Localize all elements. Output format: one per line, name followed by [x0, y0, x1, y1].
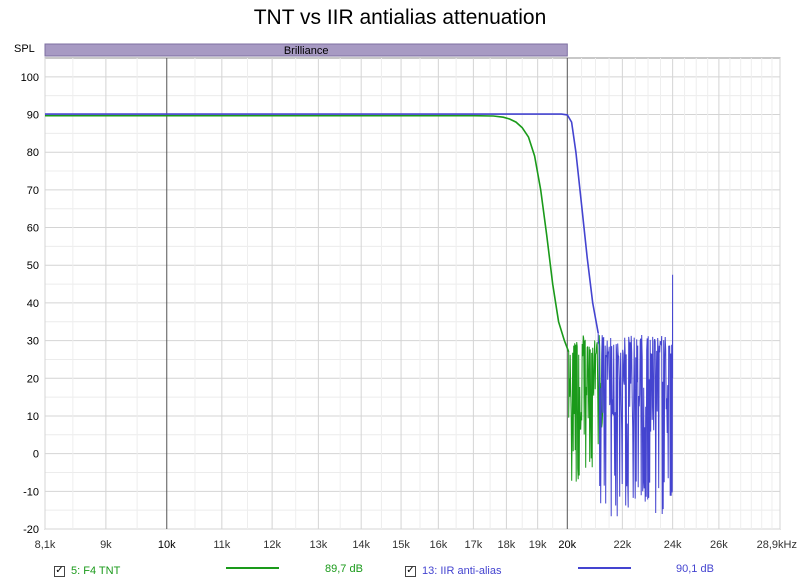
y-tick-label: 20 — [27, 373, 39, 385]
checkbox-iir[interactable]: ✓ — [405, 565, 416, 577]
y-tick-label: 60 — [27, 223, 39, 235]
x-tick-label: 26k — [710, 539, 728, 551]
x-tick-label: 11k — [213, 539, 230, 551]
x-tick-label: 28,9kHz — [757, 539, 797, 551]
series-line-iir — [45, 113, 599, 334]
y-tick-label: 80 — [27, 147, 39, 159]
x-tick-label: 17k — [465, 539, 483, 551]
x-tick-label: 14k — [352, 539, 370, 551]
band-brilliance — [44, 43, 568, 57]
series-noise-iir — [597, 274, 674, 517]
y-tick-label: 30 — [27, 336, 39, 348]
x-tick-label: 24k — [664, 539, 682, 551]
x-tick-label: 9k — [100, 539, 112, 551]
legend-value-iir: 90,1 dB — [676, 563, 714, 575]
y-tick-label: 100 — [21, 72, 39, 84]
x-tick-label: 19k — [529, 539, 547, 551]
x-tick-label: 20k — [558, 539, 576, 551]
x-tick-label: 22k — [613, 539, 631, 551]
legend-item-iir[interactable]: ✓ 13: IIR anti-alias — [405, 562, 501, 580]
checkbox-tnt[interactable]: ✓ — [54, 565, 65, 577]
y-tick-label: -20 — [23, 524, 39, 536]
y-tick-label: 0 — [33, 449, 39, 461]
x-tick-label: 15k — [392, 539, 410, 551]
y-tick-label: 10 — [27, 411, 39, 423]
y-tick-label: 40 — [27, 298, 39, 310]
x-tick-label: 18k — [498, 539, 516, 551]
legend-label-tnt: 5: F4 TNT — [71, 565, 121, 577]
legend-item-tnt[interactable]: ✓ 5: F4 TNT — [54, 562, 120, 580]
x-tick-label: 10k — [158, 539, 176, 551]
legend-line-iir — [578, 567, 631, 569]
y-tick-label: -10 — [23, 486, 39, 498]
x-tick-label: 13k — [309, 539, 327, 551]
x-tick-label: 8,1k — [35, 539, 56, 551]
x-tick-label: 16k — [429, 539, 447, 551]
series-noise-tnt — [568, 335, 604, 482]
legend-line-tnt — [226, 567, 279, 569]
band-label: Brilliance — [284, 45, 329, 57]
y-axis-label: SPL — [14, 43, 35, 55]
y-tick-label: 50 — [27, 260, 39, 272]
y-tick-label: 90 — [27, 110, 39, 122]
chart-title: TNT vs IIR antialias attenuation — [253, 6, 547, 29]
y-tick-label: 70 — [27, 185, 39, 197]
legend-value-tnt: 89,7 dB — [325, 563, 363, 575]
series-line-tnt — [45, 114, 570, 353]
x-tick-label: 12k — [263, 539, 281, 551]
legend-label-iir: 13: IIR anti-alias — [422, 565, 502, 577]
